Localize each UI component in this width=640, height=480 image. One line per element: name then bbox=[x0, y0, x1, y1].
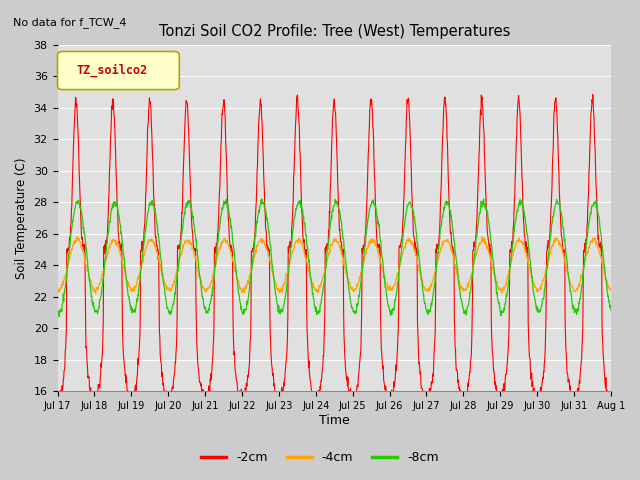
Legend: -2cm, -4cm, -8cm: -2cm, -4cm, -8cm bbox=[196, 446, 444, 469]
Y-axis label: Soil Temperature (C): Soil Temperature (C) bbox=[15, 157, 28, 278]
FancyBboxPatch shape bbox=[58, 51, 179, 90]
Text: TZ_soilco2: TZ_soilco2 bbox=[77, 64, 148, 77]
X-axis label: Time: Time bbox=[319, 414, 349, 427]
Text: No data for f_TCW_4: No data for f_TCW_4 bbox=[13, 17, 127, 28]
Title: Tonzi Soil CO2 Profile: Tree (West) Temperatures: Tonzi Soil CO2 Profile: Tree (West) Temp… bbox=[159, 24, 510, 39]
